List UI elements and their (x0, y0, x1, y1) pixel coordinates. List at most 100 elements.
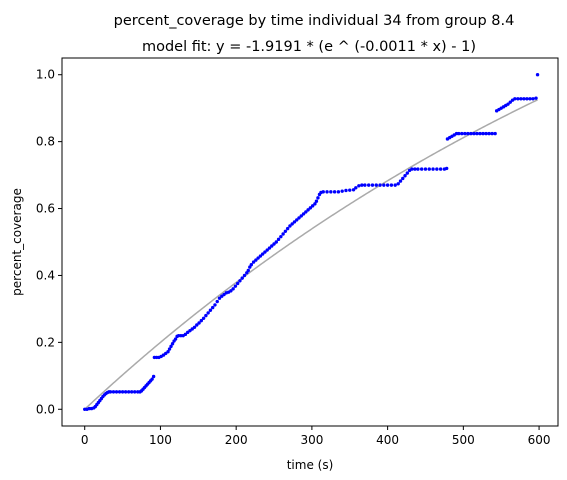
data-point (290, 222, 294, 226)
fit-curve (84, 99, 538, 410)
data-point (396, 182, 400, 186)
data-point (525, 97, 529, 101)
data-point (374, 183, 378, 187)
data-point (534, 96, 538, 100)
data-point (272, 242, 276, 246)
data-point (301, 212, 306, 216)
x-tick-label: 500 (452, 433, 475, 447)
data-point (389, 183, 394, 187)
data-point (238, 279, 242, 283)
data-point (288, 224, 292, 228)
data-point (114, 390, 119, 394)
x-tick-label: 100 (149, 433, 172, 447)
data-point (279, 234, 283, 239)
x-tick-label: 0 (81, 433, 89, 447)
data-point (233, 284, 238, 288)
data-point (213, 303, 217, 307)
data-point (444, 166, 449, 171)
data-point (256, 256, 260, 260)
data-point (466, 131, 470, 136)
data-point (325, 190, 329, 194)
x-tick-label: 600 (528, 433, 551, 447)
data-point (329, 190, 333, 194)
data-point (201, 316, 206, 320)
data-point (267, 246, 272, 250)
data-point (274, 240, 278, 244)
data-point (173, 337, 178, 341)
data-point (240, 276, 244, 280)
data-point (522, 97, 526, 101)
data-point (295, 218, 299, 222)
data-point (403, 174, 407, 178)
data-point (108, 390, 113, 394)
data-point (385, 183, 390, 187)
x-axis-label: time (s) (287, 458, 334, 472)
data-point (435, 167, 439, 171)
data-point (197, 321, 201, 325)
data-point (199, 318, 204, 323)
data-point (235, 281, 240, 286)
y-axis: 0.0 0.2 0.4 0.6 0.8 1.0 (36, 68, 62, 416)
data-point (217, 296, 222, 300)
data-point (133, 390, 137, 394)
data-point (419, 167, 424, 171)
data-point (360, 183, 364, 187)
data-point (120, 390, 125, 394)
data-point (481, 131, 485, 136)
data-point (357, 184, 361, 188)
data-point (150, 377, 154, 381)
data-point (310, 204, 315, 208)
data-point (516, 97, 520, 101)
data-point (513, 97, 517, 101)
data-point (316, 196, 320, 200)
data-point (472, 131, 476, 136)
data-point (242, 273, 247, 278)
y-tick-label: 0.4 (36, 268, 55, 282)
data-point (478, 131, 482, 136)
data-point (427, 167, 431, 171)
data-point (111, 390, 116, 394)
data-point (405, 171, 410, 175)
data-point (270, 244, 274, 248)
data-point (254, 258, 258, 262)
data-point (469, 131, 473, 136)
data-point (169, 344, 173, 349)
data-point (265, 248, 269, 252)
data-point (276, 237, 281, 242)
data-point (484, 131, 488, 136)
data-point (535, 73, 540, 77)
y-tick-label: 0.6 (36, 202, 55, 216)
data-point (431, 167, 435, 171)
data-point (475, 131, 479, 136)
data-point (208, 308, 213, 312)
data-point (308, 206, 313, 210)
data-point (363, 183, 367, 187)
data-point (490, 131, 494, 136)
data-point (246, 268, 250, 273)
data-point (204, 313, 208, 318)
data-point (423, 167, 428, 171)
data-point (304, 210, 308, 214)
data-point (206, 311, 210, 315)
data-point (354, 186, 358, 190)
x-axis: 0 100 200 300 400 500 600 (81, 426, 551, 447)
data-point (332, 190, 337, 194)
data-point (249, 263, 254, 267)
data-point (210, 305, 215, 310)
plot-area (83, 73, 540, 411)
data-point (183, 332, 188, 337)
data-point (292, 220, 297, 224)
data-point (263, 250, 267, 254)
data-point (321, 190, 325, 194)
y-axis-label: percent_coverage (10, 188, 24, 296)
data-point (285, 226, 290, 231)
chart-title: percent_coverage by time individual 34 f… (114, 13, 515, 29)
data-point (378, 183, 382, 187)
x-tick-label: 200 (225, 433, 248, 447)
data-point (493, 131, 497, 136)
data-point (351, 188, 356, 192)
data-point (413, 167, 417, 171)
data-point (528, 97, 532, 101)
data-point (229, 289, 233, 293)
